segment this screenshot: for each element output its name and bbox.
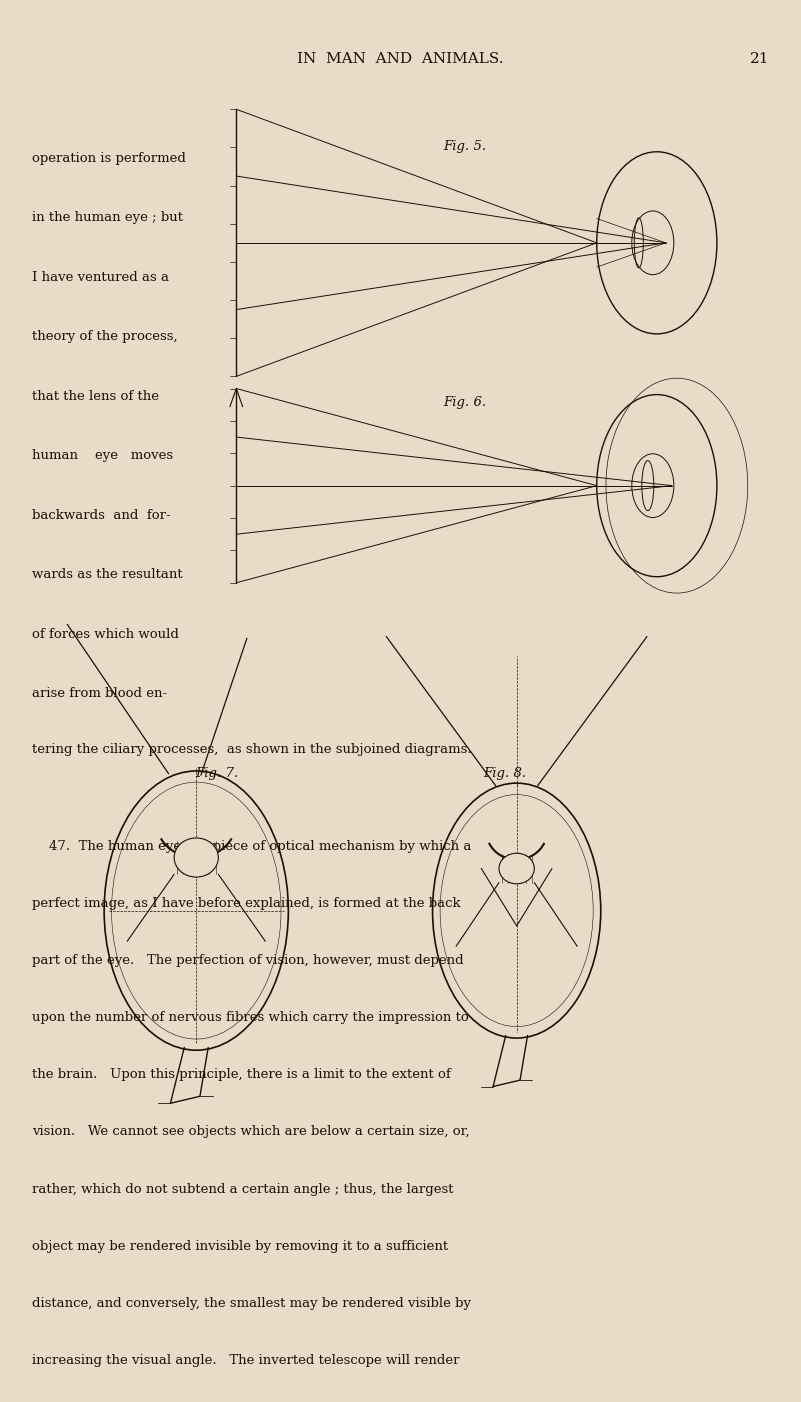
Text: Fig. 8.: Fig. 8.: [483, 767, 526, 781]
Ellipse shape: [174, 838, 219, 878]
Text: distance, and conversely, the smallest may be rendered visible by: distance, and conversely, the smallest m…: [32, 1297, 471, 1309]
Text: wards as the resultant: wards as the resultant: [32, 568, 183, 582]
Text: in the human eye ; but: in the human eye ; but: [32, 212, 183, 224]
Text: tering the ciliary processes,  as shown in the subjoined diagrams.: tering the ciliary processes, as shown i…: [32, 743, 472, 756]
Text: Fig. 6.: Fig. 6.: [443, 395, 486, 409]
Text: increasing the visual angle.   The inverted telescope will render: increasing the visual angle. The inverte…: [32, 1354, 460, 1367]
Text: theory of the process,: theory of the process,: [32, 331, 178, 343]
Text: perfect image, as I have before explained, is formed at the back: perfect image, as I have before explaine…: [32, 897, 461, 910]
Text: object may be rendered invisible by removing it to a sufficient: object may be rendered invisible by remo…: [32, 1239, 449, 1252]
Text: part of the eye.   The perfection of vision, however, must depend: part of the eye. The perfection of visio…: [32, 955, 464, 967]
Text: rather, which do not subtend a certain angle ; thus, the largest: rather, which do not subtend a certain a…: [32, 1182, 453, 1196]
Text: Fig. 7.: Fig. 7.: [195, 767, 238, 781]
Text: operation is performed: operation is performed: [32, 151, 186, 165]
Text: backwards  and  for-: backwards and for-: [32, 509, 171, 522]
Text: 21: 21: [750, 52, 769, 66]
Text: vision.   We cannot see objects which are below a certain size, or,: vision. We cannot see objects which are …: [32, 1126, 469, 1138]
Text: 47.  The human eye is a piece of optical mechanism by which a: 47. The human eye is a piece of optical …: [32, 840, 472, 854]
Text: arise from blood en-: arise from blood en-: [32, 687, 167, 700]
Text: the brain.   Upon this principle, there is a limit to the extent of: the brain. Upon this principle, there is…: [32, 1068, 451, 1081]
Text: that the lens of the: that the lens of the: [32, 390, 159, 402]
Text: I have ventured as a: I have ventured as a: [32, 271, 169, 283]
Text: upon the number of nervous fibres which carry the impression to: upon the number of nervous fibres which …: [32, 1011, 469, 1025]
Text: IN  MAN  AND  ANIMALS.: IN MAN AND ANIMALS.: [297, 52, 504, 66]
Text: Fig. 5.: Fig. 5.: [443, 140, 486, 153]
Text: human    eye   moves: human eye moves: [32, 449, 173, 463]
Ellipse shape: [499, 854, 534, 883]
Text: of forces which would: of forces which would: [32, 628, 179, 641]
